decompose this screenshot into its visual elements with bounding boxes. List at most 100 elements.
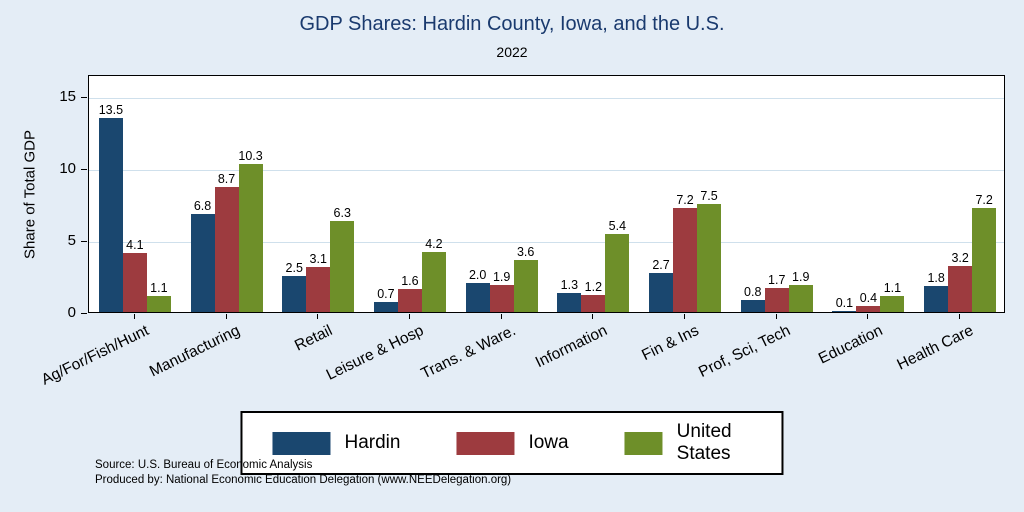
bar-value-label-hardin-retail: 2.5	[285, 261, 303, 275]
bar-iowa-education	[856, 306, 881, 312]
legend-label-iowa: Iowa	[528, 432, 569, 453]
y-tick-label-5: 5	[67, 232, 76, 249]
x-axis-category-label-ag-for-fish-hunt: Ag/For/Fish/Hunt	[38, 322, 152, 389]
bar-hardin-leisure-hosp	[373, 301, 398, 312]
bar-hardin-education	[832, 310, 857, 312]
y-tick-0	[81, 313, 87, 314]
bar-value-label-united-states-trans-ware: 3.6	[516, 245, 535, 260]
source-note: Source: U.S. Bureau of Economic Analysis…	[95, 458, 511, 488]
bar-iowa-information	[581, 294, 606, 312]
x-tick-retail	[317, 314, 319, 319]
x-axis-category-label-retail: Retail	[291, 322, 335, 355]
bar-iowa-trans-ware	[489, 284, 514, 312]
bar-value-label-united-states-leisure-hosp: 4.2	[425, 236, 443, 251]
x-axis-category-label-health-care: Health Care	[894, 322, 977, 374]
source-line-1: Source: U.S. Bureau of Economic Analysis	[95, 459, 313, 471]
bar-value-label-iowa-ag-for-fish-hunt: 4.1	[126, 237, 144, 252]
bar-value-label-iowa-trans-ware: 1.9	[492, 269, 511, 284]
x-tick-information	[592, 314, 594, 319]
bar-value-label-hardin-manufacturing: 6.8	[193, 199, 212, 214]
bar-hardin-fin-ins	[649, 273, 674, 312]
bar-united-states-retail	[330, 221, 355, 312]
bar-united-states-manufacturing	[238, 163, 263, 312]
bar-value-label-iowa-education: 0.4	[859, 291, 878, 306]
legend-item-hardin: Hardin	[272, 431, 401, 455]
source-line-2: Produced by: National Economic Education…	[95, 473, 512, 486]
bar-hardin-prof-sci-tech	[740, 300, 765, 312]
y-tick-15	[81, 97, 87, 98]
bar-value-label-united-states-prof-sci-tech: 1.9	[792, 269, 810, 284]
legend-label-hardin: Hardin	[344, 432, 401, 453]
bar-hardin-information	[557, 293, 582, 312]
x-tick-education	[867, 314, 869, 319]
bar-iowa-health-care	[948, 265, 973, 312]
bar-value-label-united-states-fin-ins: 7.5	[700, 189, 718, 203]
y-tick-label-10: 10	[59, 160, 76, 177]
bar-iowa-fin-ins	[673, 208, 698, 312]
legend-swatch-iowa	[456, 431, 515, 455]
x-tick-leisure-hosp	[408, 314, 410, 319]
bar-iowa-ag-for-fish-hunt	[122, 252, 147, 312]
gridline-5	[89, 242, 1004, 243]
x-tick-health-care	[959, 314, 961, 319]
gridline-10	[89, 170, 1004, 171]
x-tick-manufacturing	[225, 314, 227, 319]
y-tick-10	[81, 169, 87, 170]
bar-value-label-iowa-information: 1.2	[584, 279, 603, 294]
bar-value-label-hardin-information: 1.3	[560, 278, 579, 293]
bar-value-label-hardin-ag-for-fish-hunt: 13.5	[98, 102, 124, 117]
bar-value-label-hardin-trans-ware: 2.0	[468, 268, 487, 283]
bar-value-label-hardin-prof-sci-tech: 0.8	[744, 285, 762, 300]
bar-value-label-united-states-health-care: 7.2	[975, 193, 993, 208]
bar-hardin-ag-for-fish-hunt	[98, 117, 123, 312]
x-axis-category-label-information: Information	[532, 322, 610, 372]
legend-label-united-states: United States	[676, 421, 732, 464]
x-axis-category-label-fin-ins: Fin & Ins	[639, 322, 702, 365]
bar-value-label-iowa-manufacturing: 8.7	[217, 171, 236, 186]
bar-value-label-iowa-retail: 3.1	[309, 252, 327, 267]
bar-united-states-trans-ware	[513, 260, 538, 312]
bar-iowa-manufacturing	[214, 186, 239, 312]
bar-value-label-united-states-manufacturing: 10.3	[238, 148, 263, 163]
chart-title: GDP Shares: Hardin County, Iowa, and the…	[299, 13, 725, 35]
plot-area: 13.5 4.1 1.1 6.8 8.7 10.3 2.5 3.1 6.3 0.7 1.6 4.2 2.…	[88, 75, 1005, 313]
bar-value-label-hardin-leisure-hosp: 0.7	[377, 286, 395, 301]
bar-iowa-leisure-hosp	[397, 288, 422, 312]
bar-value-label-united-states-education: 1.1	[883, 281, 902, 296]
x-axis-category-label-manufacturing: Manufacturing	[147, 322, 244, 381]
legend-swatch-hardin	[272, 431, 331, 455]
bar-value-label-united-states-ag-for-fish-hunt: 1.1	[150, 281, 168, 296]
x-tick-ag-for-fish-hunt	[133, 314, 135, 319]
bar-united-states-ag-for-fish-hunt	[146, 296, 171, 312]
x-axis-category-label-trans-ware: Trans. & Ware.	[418, 322, 519, 383]
bar-hardin-retail	[282, 276, 307, 312]
bar-value-label-united-states-retail: 6.3	[333, 206, 351, 221]
gridline-15	[89, 98, 1004, 99]
y-tick-5	[81, 241, 87, 242]
bar-united-states-prof-sci-tech	[788, 284, 813, 312]
bar-iowa-prof-sci-tech	[764, 287, 789, 312]
x-axis-category-label-education: Education	[815, 322, 885, 368]
y-tick-label-0: 0	[67, 304, 76, 321]
legend: Hardin Iowa United States	[240, 411, 784, 475]
bar-hardin-trans-ware	[465, 283, 490, 312]
x-tick-trans-ware	[500, 314, 502, 319]
y-tick-label-15: 15	[59, 88, 76, 105]
y-axis-label: Share of Total GDP	[21, 130, 39, 259]
legend-item-united-states: United States	[624, 421, 752, 465]
x-tick-prof-sci-tech	[775, 314, 777, 319]
bar-united-states-fin-ins	[697, 204, 722, 312]
bar-iowa-retail	[306, 267, 331, 312]
chart-subtitle: 2022	[496, 44, 528, 60]
bar-value-label-hardin-education: 0.1	[835, 295, 854, 310]
x-tick-fin-ins	[684, 314, 686, 319]
bar-hardin-health-care	[924, 286, 949, 312]
bar-united-states-information	[605, 234, 630, 312]
bar-united-states-education	[880, 296, 905, 312]
bar-value-label-united-states-information: 5.4	[608, 219, 627, 234]
bar-value-label-iowa-fin-ins: 7.2	[676, 193, 694, 208]
bar-value-label-iowa-leisure-hosp: 1.6	[401, 273, 419, 288]
bar-value-label-hardin-fin-ins: 2.7	[652, 258, 670, 273]
bar-hardin-manufacturing	[190, 214, 215, 312]
